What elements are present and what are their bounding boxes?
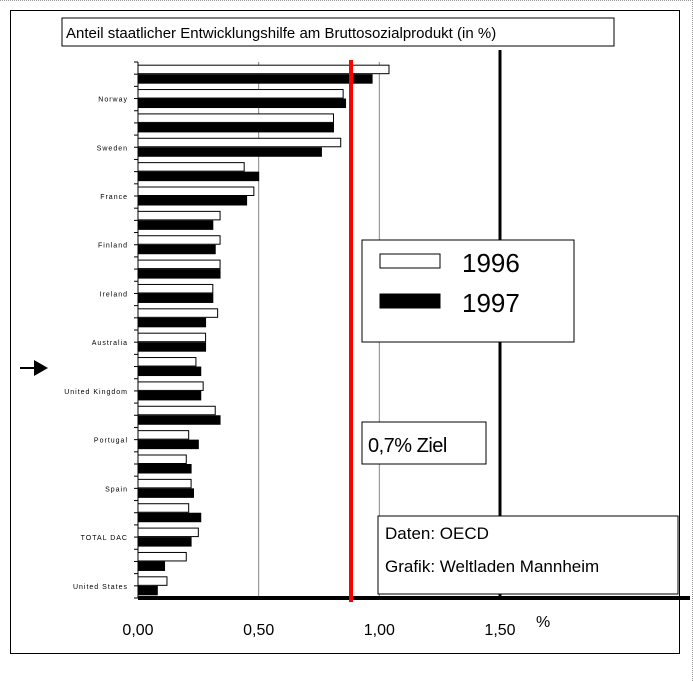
x-axis-label: % (536, 614, 550, 631)
bar-1996-19 (137, 527, 199, 538)
category-label-3: Sweden (97, 145, 128, 152)
title-box (61, 17, 615, 47)
bar-1997-8 (137, 269, 221, 279)
reference-label-box (361, 421, 487, 465)
chart-title: Anteil staatlicher Entwicklungshilfe am … (66, 25, 496, 42)
bar-1996-15 (137, 430, 190, 440)
bar-1997-9 (137, 293, 214, 303)
source-text-1: Grafik: Weltladen Mannheim (385, 557, 599, 576)
bar-1996-0 (137, 64, 390, 75)
bar-1996-8 (137, 259, 221, 270)
bar-1997-3 (137, 147, 322, 157)
bar-1996-2 (137, 113, 334, 123)
bar-1997-6 (137, 220, 214, 230)
bar-1996-11 (137, 332, 207, 343)
bar-1996-20 (137, 551, 187, 562)
bar-1996-9 (137, 283, 214, 294)
category-label-13: United Kingdom (64, 389, 128, 396)
legend-swatch-1997 (379, 293, 441, 309)
bar-1997-13 (137, 390, 202, 401)
bar-1997-16 (137, 464, 192, 474)
bar-1997-11 (137, 342, 207, 352)
x-tick-label-0: 0,00 (122, 622, 153, 639)
bar-1997-1 (137, 98, 347, 109)
category-label-7: Finland (98, 243, 128, 250)
bar-1996-18 (137, 503, 190, 513)
bar-1996-10 (137, 308, 219, 318)
bar-1996-12 (137, 357, 197, 367)
category-label-1: Norway (98, 97, 128, 104)
bar-1997-14 (137, 415, 221, 425)
bar-1997-7 (137, 244, 216, 255)
bar-1996-1 (137, 89, 344, 99)
bar-1997-10 (137, 317, 207, 328)
x-tick-label-3: 1,50 (484, 622, 515, 639)
bar-1997-0 (137, 74, 373, 84)
bar-1997-17 (137, 488, 195, 498)
bar-1997-4 (137, 171, 260, 182)
bar-1996-16 (137, 454, 187, 464)
bar-1996-5 (137, 186, 255, 196)
bar-1997-12 (137, 366, 202, 377)
source-box (377, 515, 679, 595)
category-label-19: TOTAL DAC (81, 535, 128, 542)
reference-label: 0,7% Ziel (368, 435, 447, 457)
bar-1997-15 (137, 439, 199, 450)
category-label-17: Spain (105, 486, 128, 493)
category-label-5: France (100, 194, 128, 201)
bar-1997-18 (137, 512, 202, 523)
bar-1996-17 (137, 478, 192, 489)
x-tick-label-1: 0,50 (243, 622, 274, 639)
category-label-15: Portugal (94, 438, 128, 445)
source-text-0: Daten: OECD (385, 524, 489, 543)
page-top-border (0, 0, 693, 1)
bar-1997-5 (137, 196, 248, 206)
legend-label-1997: 1997 (462, 288, 520, 318)
bar-1996-3 (137, 137, 342, 148)
bar-1997-21 (137, 585, 158, 596)
bar-1996-7 (137, 235, 221, 245)
bar-1996-14 (137, 405, 216, 416)
x-tick-label-2: 1,00 (364, 622, 395, 639)
bar-1996-21 (137, 576, 168, 586)
legend-label-1996: 1996 (462, 248, 520, 278)
category-label-9: Ireland (100, 291, 128, 298)
category-label-11: Australia (92, 340, 128, 347)
bar-1997-20 (137, 561, 166, 571)
bar-1996-4 (137, 162, 245, 172)
bar-1997-19 (137, 537, 192, 547)
legend-swatch-1996 (379, 253, 441, 269)
bar-1997-2 (137, 122, 334, 133)
arrow-head-icon (34, 360, 48, 376)
category-label-21: United States (73, 584, 128, 591)
bar-1996-13 (137, 381, 204, 391)
bar-1996-6 (137, 210, 221, 221)
